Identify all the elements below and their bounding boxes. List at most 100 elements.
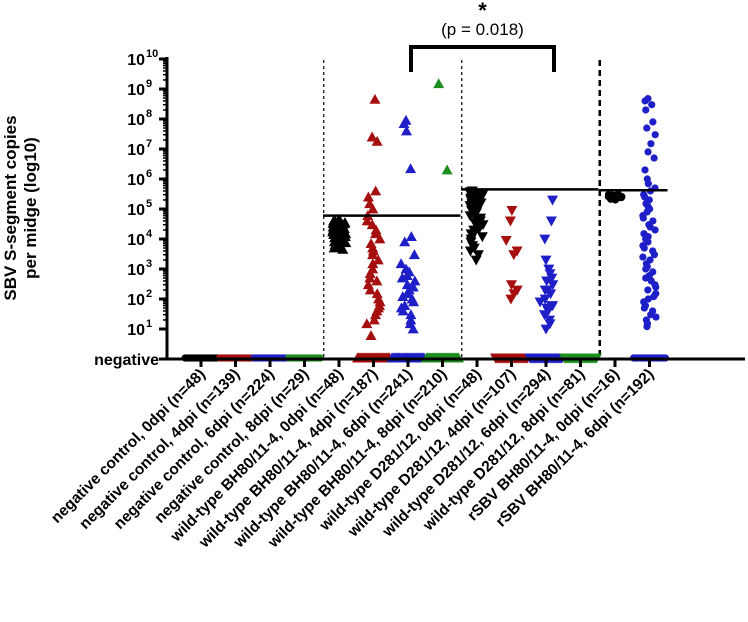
data-point xyxy=(338,223,350,234)
data-point xyxy=(365,330,377,341)
y-tick-label: 10 xyxy=(127,292,145,309)
y-tick-exponent: 1 xyxy=(146,318,152,330)
y-tick-label: 10 xyxy=(127,112,145,129)
data-point xyxy=(405,231,417,242)
y-tick-label: 10 xyxy=(127,322,145,339)
data-point xyxy=(366,131,378,142)
data-point xyxy=(611,195,619,203)
data-point xyxy=(642,265,650,273)
data-point xyxy=(339,217,351,228)
significance-p-value: (p = 0.018) xyxy=(441,20,524,39)
y-tick-exponent: 4 xyxy=(146,228,153,240)
data-point xyxy=(540,324,552,335)
data-point xyxy=(396,272,408,283)
data-point xyxy=(405,163,417,174)
data-point xyxy=(547,195,559,206)
y-tick-exponent: 5 xyxy=(146,198,152,210)
data-point xyxy=(397,291,409,302)
data-point xyxy=(470,255,482,266)
y-tick-exponent: 10 xyxy=(146,48,158,60)
data-point xyxy=(545,289,557,300)
data-point xyxy=(407,323,419,334)
data-point xyxy=(367,258,379,269)
y-axis-label-line-2: per midge (log10) xyxy=(21,137,40,279)
data-point xyxy=(639,253,647,261)
data-points xyxy=(181,78,670,364)
data-point xyxy=(651,131,659,139)
y-axis-label: SBV S-segment copies per midge (log10) xyxy=(1,115,40,300)
data-point xyxy=(617,193,626,202)
data-point xyxy=(405,309,417,320)
y-tick-label: 10 xyxy=(127,172,145,189)
data-point xyxy=(464,246,476,257)
data-point xyxy=(643,323,651,331)
data-point xyxy=(546,273,558,284)
y-tick-label: 10 xyxy=(127,142,145,159)
data-point xyxy=(364,284,376,295)
y-tick-exponent: 6 xyxy=(146,168,152,180)
data-point xyxy=(534,297,546,308)
data-point xyxy=(650,293,658,301)
significance-bracket xyxy=(409,45,556,72)
data-point xyxy=(547,280,559,291)
data-point xyxy=(648,101,656,109)
data-point xyxy=(472,250,484,261)
data-point xyxy=(395,258,407,269)
data-point xyxy=(640,304,648,312)
data-point xyxy=(649,118,657,126)
data-point xyxy=(371,275,383,286)
y-tick-label: 10 xyxy=(127,262,145,279)
y-tick-exponent: 9 xyxy=(146,78,152,90)
data-point xyxy=(539,294,551,305)
data-point xyxy=(505,280,517,291)
y-tick-exponent: 8 xyxy=(146,108,152,120)
data-point xyxy=(639,214,647,222)
data-point xyxy=(361,215,373,226)
data-point xyxy=(641,97,649,105)
data-point xyxy=(544,319,556,330)
data-point xyxy=(367,203,379,214)
data-point xyxy=(433,78,445,89)
data-point xyxy=(465,229,477,240)
y-tick-label: 10 xyxy=(127,52,145,69)
data-point xyxy=(372,254,384,265)
data-point xyxy=(508,289,520,300)
data-point xyxy=(650,251,659,259)
data-point xyxy=(508,250,520,261)
y-tick-exponent: 2 xyxy=(146,288,152,300)
data-point xyxy=(539,234,551,245)
data-point xyxy=(469,218,481,229)
data-point xyxy=(652,283,660,291)
data-point xyxy=(369,309,381,320)
data-point xyxy=(640,244,648,252)
data-point xyxy=(505,294,517,305)
data-point xyxy=(441,164,453,175)
data-point xyxy=(368,314,380,325)
data-point xyxy=(541,276,553,287)
data-point xyxy=(472,195,484,206)
data-point xyxy=(652,313,660,321)
data-point xyxy=(644,238,652,246)
data-point xyxy=(337,243,349,254)
y-negative-label: negative xyxy=(94,352,159,369)
data-point xyxy=(369,93,381,104)
y-tick-label: 10 xyxy=(127,202,145,219)
data-point xyxy=(371,288,383,299)
data-point xyxy=(642,274,650,282)
data-point xyxy=(362,191,374,202)
data-point xyxy=(604,191,613,199)
data-point xyxy=(364,272,376,283)
data-point xyxy=(644,286,652,294)
data-point xyxy=(328,242,340,253)
data-point xyxy=(408,249,420,260)
data-point xyxy=(397,305,409,316)
data-point xyxy=(370,228,382,239)
data-point xyxy=(647,140,655,148)
data-point xyxy=(500,235,512,246)
axes xyxy=(165,57,745,367)
data-point xyxy=(651,226,659,234)
data-point xyxy=(408,296,420,307)
data-point xyxy=(371,135,383,146)
